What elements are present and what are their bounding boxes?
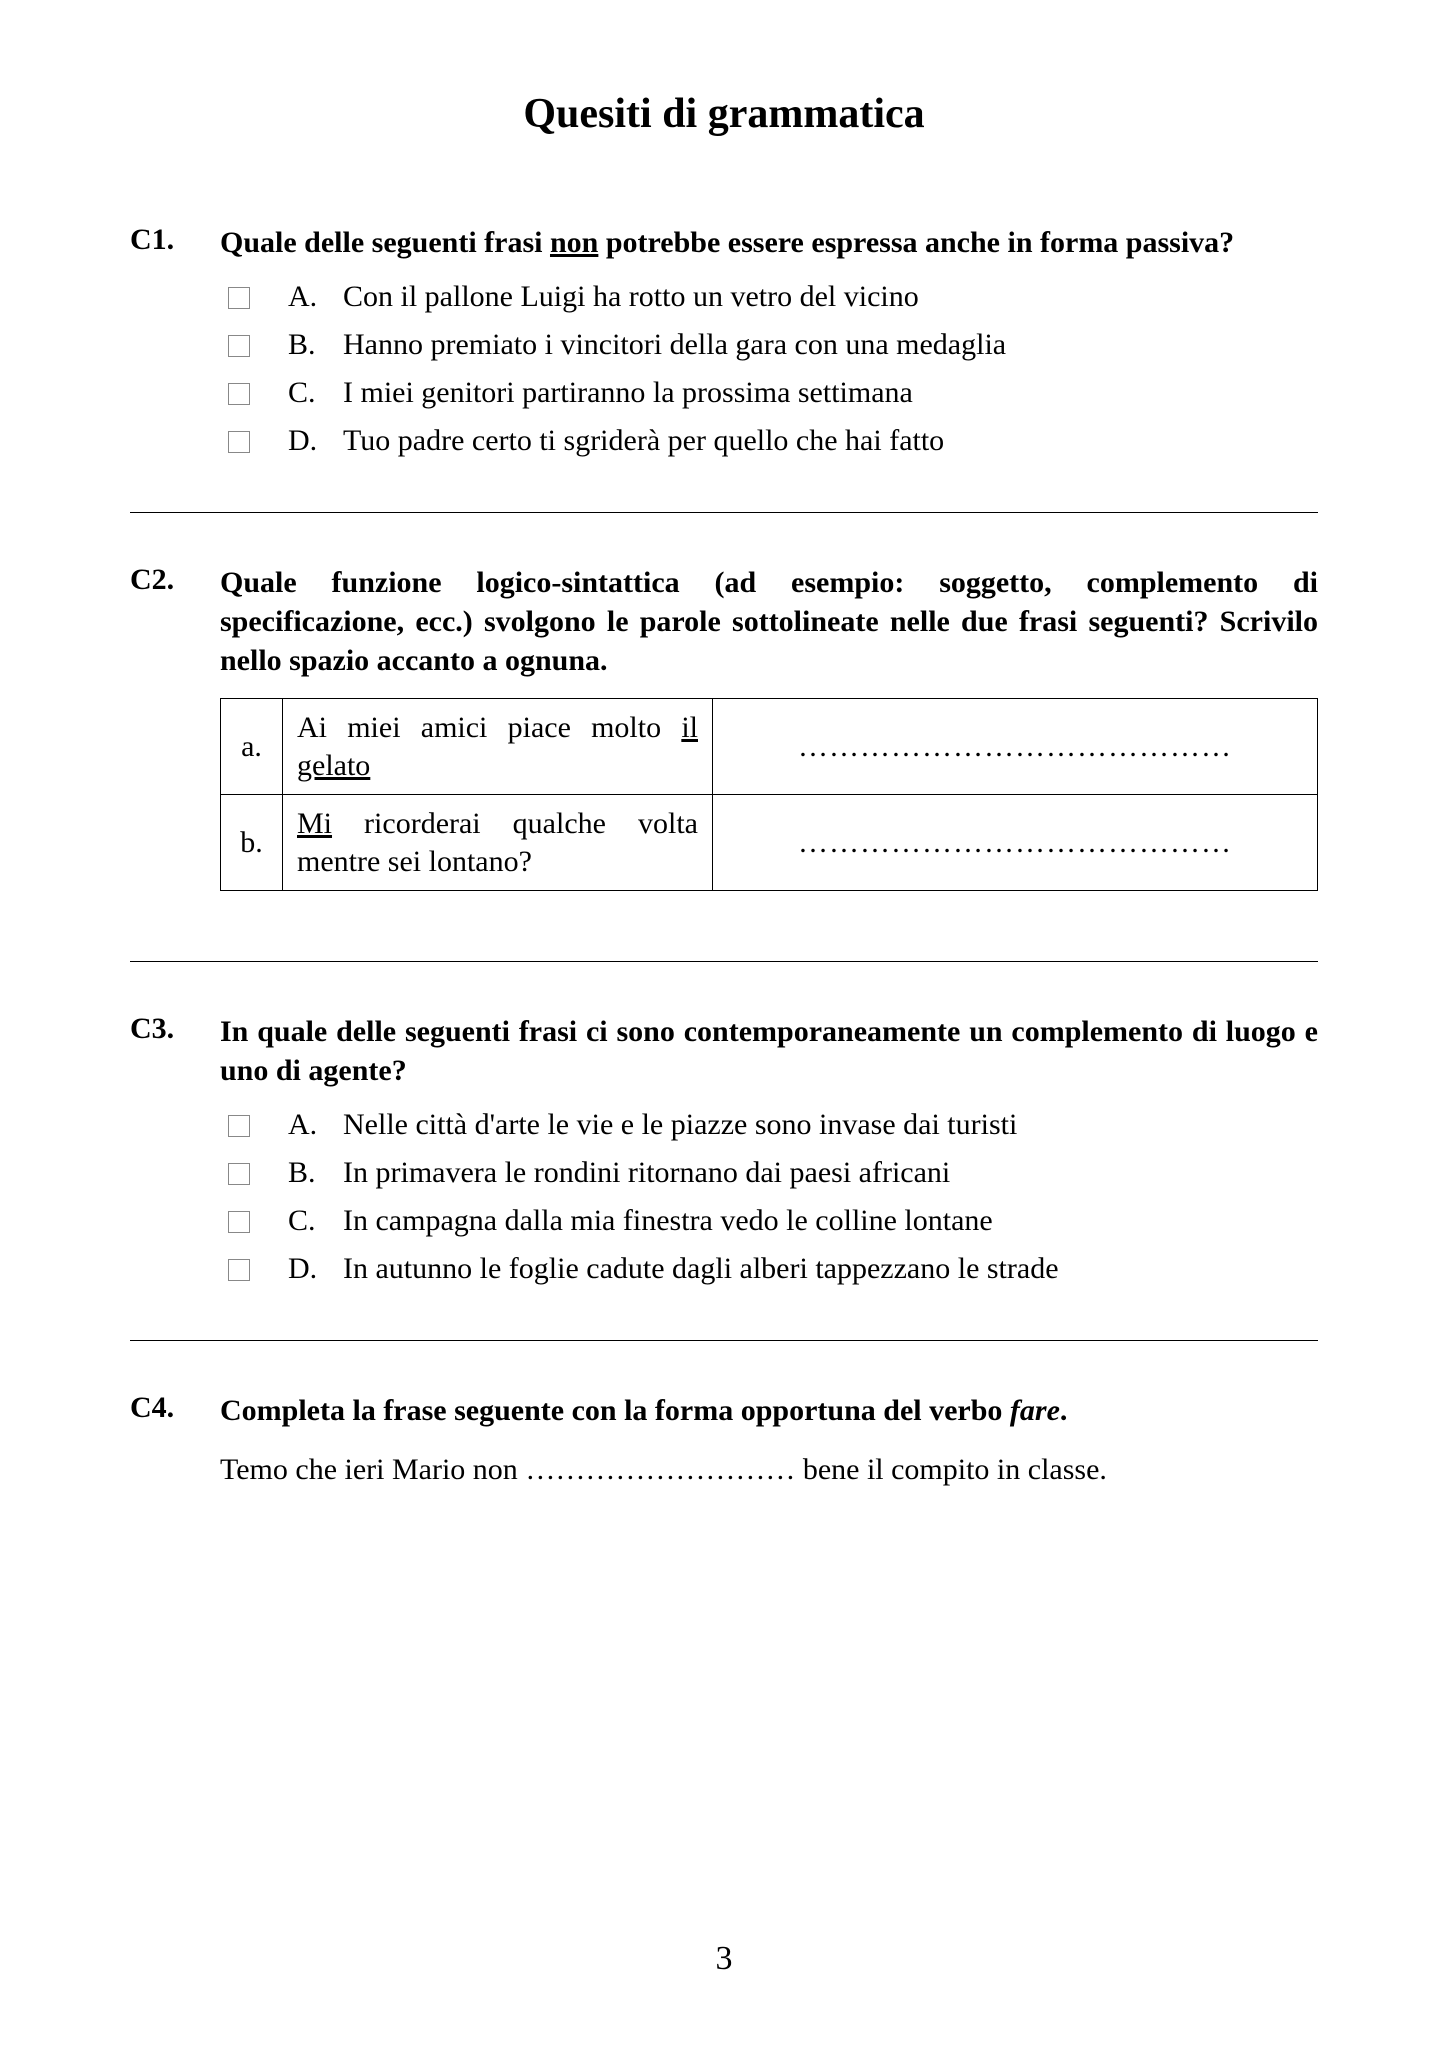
option-row: B. Hanno premiato i vincitori della gara… — [220, 328, 1318, 362]
page-number: 3 — [0, 1940, 1448, 1978]
option-text: In campagna dalla mia finestra vedo le c… — [343, 1204, 1318, 1238]
prompt-text-post: . — [1060, 1394, 1068, 1427]
question-prompt: Quale funzione logico-sintattica (ad ese… — [220, 563, 1318, 680]
options-list: A. Nelle città d'arte le vie e le piazze… — [220, 1108, 1318, 1286]
options-list: A. Con il pallone Luigi ha rotto un vetr… — [220, 280, 1318, 458]
option-letter: B. — [288, 328, 343, 362]
question-number: C2. — [130, 563, 220, 597]
checkbox[interactable] — [228, 1211, 250, 1233]
question-c1: C1. Quale delle seguenti frasi non potre… — [130, 223, 1318, 472]
option-text: In autunno le foglie cadute dagli alberi… — [343, 1252, 1318, 1286]
prompt-text-pre: Quale delle seguenti frasi — [220, 226, 550, 259]
prompt-italic: fare — [1010, 1394, 1060, 1427]
option-row: B. In primavera le rondini ritornano dai… — [220, 1156, 1318, 1190]
checkbox[interactable] — [228, 287, 250, 309]
question-number: C1. — [130, 223, 220, 257]
option-letter: C. — [288, 376, 343, 410]
checkbox[interactable] — [228, 1115, 250, 1137]
completion-sentence: Temo che ieri Mario non ……………………… bene i… — [220, 1448, 1318, 1492]
sentence-underlined: Mi — [297, 807, 332, 840]
option-row: A. Nelle città d'arte le vie e le piazze… — [220, 1108, 1318, 1142]
row-sentence: Mi ricorderai qualche volta mentre sei l… — [283, 795, 713, 891]
option-letter: A. — [288, 280, 343, 314]
option-row: C. In campagna dalla mia finestra vedo l… — [220, 1204, 1318, 1238]
question-prompt: In quale delle seguenti frasi ci sono co… — [220, 1012, 1318, 1090]
row-sentence: Ai miei amici piace molto il gelato — [283, 699, 713, 795]
answer-table: a. Ai miei amici piace molto il gelato …… — [220, 698, 1318, 891]
dotted-line: …………………………………… — [798, 730, 1232, 763]
option-text: I miei genitori partiranno la prossima s… — [343, 376, 1318, 410]
separator — [130, 961, 1318, 962]
completion-blank[interactable]: ……………………… — [525, 1453, 795, 1486]
option-text: Hanno premiato i vincitori della gara co… — [343, 328, 1318, 362]
separator — [130, 1340, 1318, 1341]
table-row: a. Ai miei amici piace molto il gelato …… — [221, 699, 1318, 795]
dotted-line: …………………………………… — [798, 826, 1232, 859]
sentence-pre: Ai miei amici piace molto — [297, 711, 681, 744]
option-row: A. Con il pallone Luigi ha rotto un vetr… — [220, 280, 1318, 314]
option-row: D. Tuo padre certo ti sgriderà per quell… — [220, 424, 1318, 458]
option-row: C. I miei genitori partiranno la prossim… — [220, 376, 1318, 410]
question-c2: C2. Quale funzione logico-sintattica (ad… — [130, 563, 1318, 891]
option-text: In primavera le rondini ritornano dai pa… — [343, 1156, 1318, 1190]
checkbox[interactable] — [228, 1163, 250, 1185]
option-text: Tuo padre certo ti sgriderà per quello c… — [343, 424, 1318, 458]
prompt-text-pre: Completa la frase seguente con la forma … — [220, 1394, 1010, 1427]
option-letter: D. — [288, 424, 343, 458]
question-prompt: Completa la frase seguente con la forma … — [220, 1391, 1318, 1430]
checkbox[interactable] — [228, 431, 250, 453]
question-number: C4. — [130, 1391, 220, 1425]
option-text: Nelle città d'arte le vie e le piazze so… — [343, 1108, 1318, 1142]
prompt-text-post: potrebbe essere espressa anche in forma … — [598, 226, 1234, 259]
question-c3: C3. In quale delle seguenti frasi ci son… — [130, 1012, 1318, 1300]
completion-post: bene il compito in classe. — [795, 1453, 1107, 1486]
question-prompt: Quale delle seguenti frasi non potrebbe … — [220, 223, 1318, 262]
page-title: Quesiti di grammatica — [130, 90, 1318, 138]
row-label: a. — [221, 699, 283, 795]
completion-pre: Temo che ieri Mario non — [220, 1453, 525, 1486]
checkbox[interactable] — [228, 335, 250, 357]
option-text: Con il pallone Luigi ha rotto un vetro d… — [343, 280, 1318, 314]
option-letter: B. — [288, 1156, 343, 1190]
question-number: C3. — [130, 1012, 220, 1046]
prompt-underlined: non — [550, 226, 598, 259]
question-c4: C4. Completa la frase seguente con la fo… — [130, 1391, 1318, 1492]
option-letter: D. — [288, 1252, 343, 1286]
answer-blank[interactable]: …………………………………… — [713, 795, 1318, 891]
answer-blank[interactable]: …………………………………… — [713, 699, 1318, 795]
checkbox[interactable] — [228, 1259, 250, 1281]
separator — [130, 512, 1318, 513]
sentence-post: ricorderai qualche volta mentre sei lont… — [297, 807, 698, 878]
option-letter: A. — [288, 1108, 343, 1142]
row-label: b. — [221, 795, 283, 891]
option-row: D. In autunno le foglie cadute dagli alb… — [220, 1252, 1318, 1286]
table-row: b. Mi ricorderai qualche volta mentre se… — [221, 795, 1318, 891]
option-letter: C. — [288, 1204, 343, 1238]
checkbox[interactable] — [228, 383, 250, 405]
